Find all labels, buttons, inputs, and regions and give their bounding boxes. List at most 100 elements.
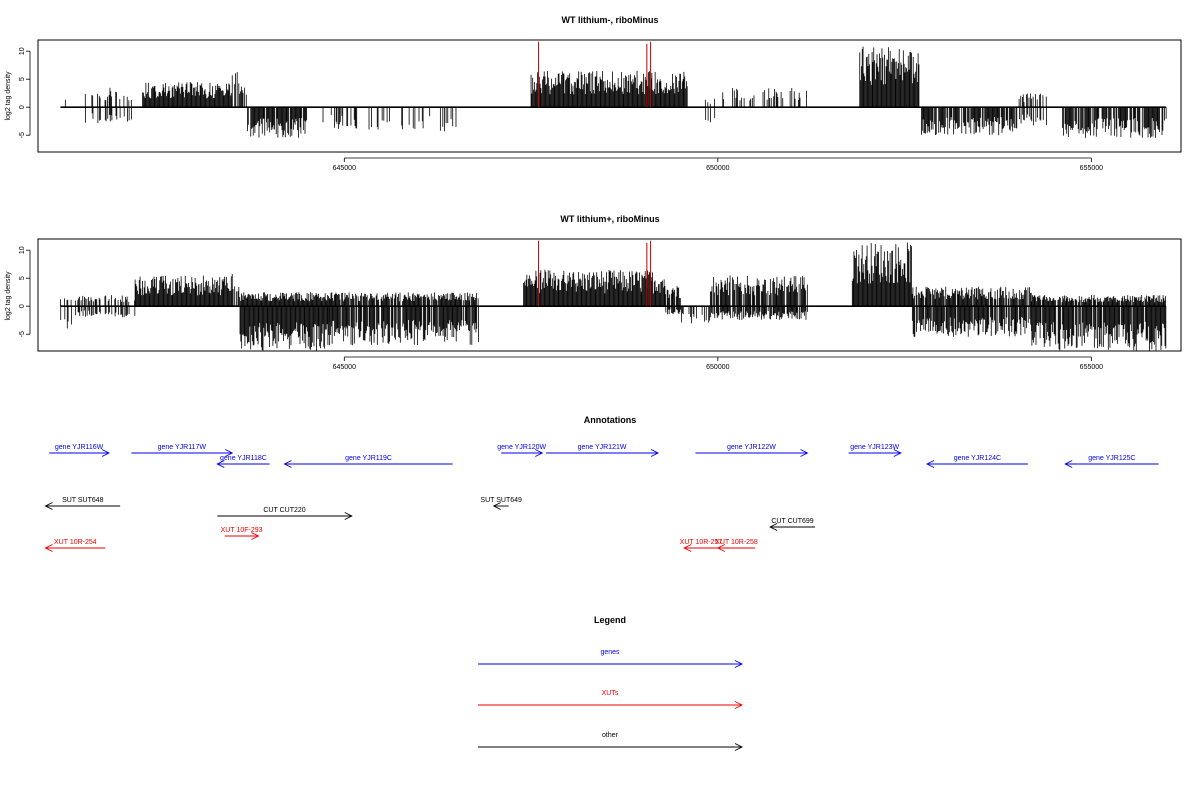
y-axis: -5 0 5 10 (19, 246, 31, 337)
annotation-track: Annotations gene YJR116W gene YJR117Wgene… (44, 415, 1159, 552)
feature-arrowhead (893, 449, 902, 457)
track-panel-lithium-minus: WT lithium-, riboMinus log2 tag density … (5, 15, 1182, 172)
annotation-feature: gene YJR123W (848, 444, 902, 457)
x-axis: 645000 650000 655000 (333, 157, 1103, 172)
feature-label: gene YJR121W (578, 444, 627, 451)
highlight-series (538, 240, 652, 307)
feature-label: gene YJR119C (345, 455, 392, 462)
feature-arrowhead (101, 449, 110, 457)
annotation-feature: gene YJR116W (49, 444, 110, 457)
y-tick-label: -5 (19, 132, 26, 138)
feature-arrowhead (800, 449, 809, 457)
legend-label: XUTs (602, 690, 619, 697)
legend-items: genes XUTs other (478, 649, 744, 751)
bar-series (60, 242, 1167, 351)
feature-label: gene YJR122W (727, 444, 776, 451)
x-axis: 645000 650000 655000 (333, 356, 1103, 371)
annotation-feature: XUT 10R-254 (44, 539, 106, 552)
feature-label: SUT SUT648 (62, 497, 104, 504)
feature-arrowhead (535, 449, 544, 457)
legend: Legend genes XUTs other (478, 615, 744, 751)
legend-label: other (602, 732, 619, 739)
annotation-feature: gene YJR118C (216, 455, 270, 468)
feature-arrowhead (769, 523, 778, 531)
annotation-feature: CUT CUT220 (217, 507, 353, 520)
feature-arrowhead (225, 449, 234, 457)
legend-item: genes (478, 649, 744, 668)
feature-label: CUT CUT699 (771, 518, 813, 525)
y-tick-label: 5 (19, 276, 26, 280)
panel-title: WT lithium-, riboMinus (562, 15, 659, 25)
y-axis: -5 0 5 10 (19, 47, 31, 138)
feature-arrowhead (683, 544, 692, 552)
feature-label: XUT 10R-258 (715, 539, 758, 546)
feature-arrowhead (492, 502, 501, 510)
feature-list: gene YJR116W gene YJR117W gene YJR118C gene… (44, 444, 1159, 552)
x-tick-label: 650000 (706, 165, 729, 172)
annotation-feature: XUT 10R-257 (680, 539, 723, 552)
annotation-feature: gene YJR122W (695, 444, 809, 457)
x-tick-label: 655000 (1080, 165, 1103, 172)
x-tick-label: 650000 (706, 364, 729, 371)
annotations-title: Annotations (584, 415, 637, 425)
y-tick-label: 10 (19, 47, 26, 55)
feature-arrowhead (650, 449, 660, 457)
annotation-feature: gene YJR125C (1064, 455, 1159, 468)
y-tick-label: 0 (19, 304, 26, 308)
bar-series (60, 46, 1167, 138)
legend-title: Legend (594, 615, 626, 625)
annotation-feature: CUT CUT699 (769, 518, 815, 531)
annotation-feature: XUT 10F-293 (221, 527, 263, 540)
panel-title: WT lithium+, riboMinus (560, 214, 659, 224)
feature-arrowhead (1064, 460, 1073, 468)
feature-label: gene YJR120W (497, 444, 546, 451)
y-axis-label: log2 tag density (5, 71, 12, 121)
annotation-feature: SUT SUT648 (44, 497, 121, 510)
legend-item: XUTs (478, 690, 744, 709)
legend-item: other (478, 732, 744, 751)
legend-arrowhead (734, 701, 744, 709)
feature-arrowhead (283, 460, 292, 468)
feature-arrowhead (925, 460, 935, 468)
plot-frame (37, 39, 1182, 153)
feature-arrowhead (44, 544, 53, 552)
y-tick-label: -5 (19, 331, 26, 337)
feature-label: SUT SUT649 (480, 497, 522, 504)
feature-label: XUT 10F-293 (221, 527, 263, 534)
annotation-feature: SUT SUT649 (480, 497, 522, 510)
track-panel-lithium-plus: WT lithium+, riboMinus log2 tag density … (5, 214, 1182, 371)
feature-label: gene YJR116W (55, 444, 104, 451)
y-tick-label: 5 (19, 77, 26, 81)
plot-frame (37, 238, 1182, 352)
x-tick-label: 645000 (333, 165, 356, 172)
annotation-feature: gene YJR121W (546, 444, 660, 457)
feature-arrowhead (216, 460, 225, 468)
annotation-feature: gene YJR124C (925, 455, 1028, 468)
feature-label: XUT 10R-254 (54, 539, 97, 546)
y-tick-label: 0 (19, 105, 26, 109)
feature-label: CUT CUT220 (263, 507, 305, 514)
x-tick-label: 645000 (333, 364, 356, 371)
feature-arrowhead (344, 512, 353, 520)
annotation-feature: gene YJR120W (497, 444, 547, 457)
legend-arrowhead (734, 743, 744, 751)
feature-label: XUT 10R-257 (680, 539, 723, 546)
feature-label: gene YJR117W (158, 444, 207, 451)
feature-label: gene YJR118C (220, 455, 267, 462)
feature-label: gene YJR124C (954, 455, 1001, 462)
legend-label: genes (600, 649, 620, 656)
y-tick-label: 10 (19, 246, 26, 254)
feature-arrowhead (251, 532, 260, 540)
feature-label: gene YJR123W (850, 444, 899, 451)
annotation-feature: gene YJR119C (283, 455, 453, 468)
x-tick-label: 655000 (1080, 364, 1103, 371)
annotation-feature: gene YJR117W (131, 444, 234, 457)
y-axis-label: log2 tag density (5, 271, 12, 321)
feature-arrowhead (44, 502, 53, 510)
legend-arrowhead (734, 660, 744, 668)
annotation-feature: XUT 10R-258 (715, 539, 758, 552)
feature-arrowhead (716, 544, 726, 552)
highlight-series (538, 41, 652, 108)
feature-label: gene YJR125C (1088, 455, 1135, 462)
